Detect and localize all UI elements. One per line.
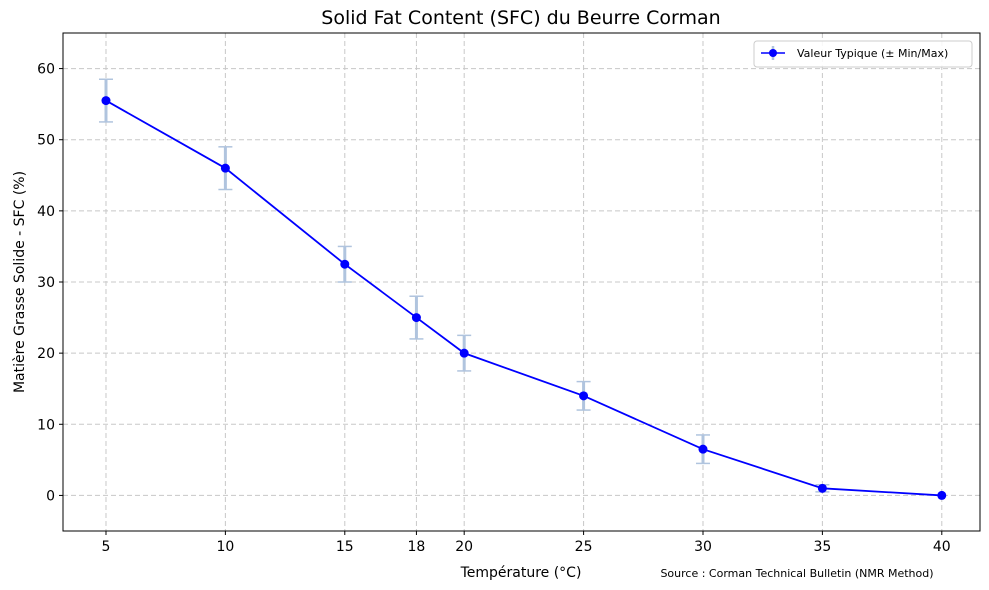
data-point — [459, 348, 469, 358]
legend: Valeur Typique (± Min/Max) — [753, 40, 973, 68]
chart-title: Solid Fat Content (SFC) du Beurre Corman — [321, 7, 720, 29]
legend-box — [753, 40, 973, 68]
y-axis-label: Matière Grasse Solide - SFC (%) — [12, 171, 28, 393]
x-tick-label: 10 — [216, 539, 234, 555]
legend-marker-icon — [769, 49, 777, 57]
x-tick-label: 40 — [933, 539, 951, 555]
data-point — [101, 96, 111, 106]
data-series — [101, 96, 947, 500]
data-point — [579, 391, 589, 401]
data-point — [698, 444, 708, 454]
grid-lines — [63, 33, 980, 531]
data-point — [340, 259, 350, 269]
x-tick-label: 5 — [102, 539, 111, 555]
y-tick-label: 30 — [37, 275, 55, 291]
x-tick-label: 25 — [575, 539, 593, 555]
data-point — [411, 313, 421, 323]
x-tick-label: 35 — [813, 539, 831, 555]
x-axis-ticks: 5 10 15 18 20 25 30 35 40 — [102, 531, 951, 555]
y-tick-label: 10 — [37, 417, 55, 433]
y-tick-label: 20 — [37, 346, 55, 362]
x-tick-label: 30 — [694, 539, 712, 555]
source-annotation: Source : Corman Technical Bulletin (NMR … — [660, 567, 933, 580]
data-point — [937, 490, 947, 500]
y-tick-label: 50 — [37, 133, 55, 149]
y-tick-label: 60 — [37, 62, 55, 78]
y-tick-label: 0 — [46, 488, 55, 504]
y-axis-ticks: 0 10 20 30 40 50 60 — [37, 62, 63, 504]
x-tick-label: 18 — [408, 539, 426, 555]
x-axis-label: Température (°C) — [460, 565, 582, 581]
data-point — [817, 483, 827, 493]
legend-label: Valeur Typique (± Min/Max) — [797, 47, 948, 60]
x-tick-label: 15 — [336, 539, 354, 555]
data-point — [220, 163, 230, 173]
y-tick-label: 40 — [37, 204, 55, 220]
x-tick-label: 20 — [455, 539, 473, 555]
